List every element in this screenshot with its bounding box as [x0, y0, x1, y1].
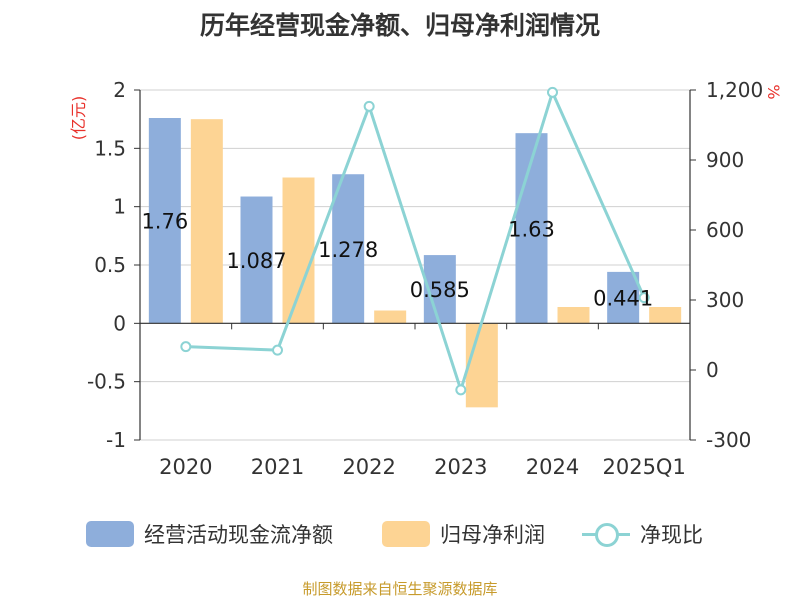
left-axis-tick-label: 1.5 [94, 136, 126, 160]
ocf-bar [607, 271, 640, 324]
gridlines [140, 89, 690, 441]
legend-label-ocf: 经营活动现金流净额 [144, 523, 333, 547]
ocf-data-label: 1.087 [226, 249, 286, 273]
x-axis-tick-label: 2021 [251, 455, 304, 479]
ocf-bar [332, 174, 365, 324]
ratio-point [638, 292, 650, 304]
legend-line-marker-icon [582, 521, 630, 547]
left-axis-tick-label: -0.5 [87, 370, 126, 394]
ocf-data-label: 0.441 [593, 287, 653, 311]
left-axis-tick-label: 0.5 [94, 253, 126, 277]
right-axis-tick-label: 1,200 [706, 78, 763, 102]
profit-bar [557, 307, 590, 324]
left-axis-unit-label: (亿元) [69, 96, 88, 141]
ratio-line [185, 90, 646, 392]
right-axis-tick-label: 0 [706, 358, 719, 382]
right-axis-tick-label: 900 [706, 148, 744, 172]
legend-swatch-profit [382, 521, 430, 547]
left-axis-tick-label: 0 [113, 311, 126, 335]
ocf-data-label: 0.585 [410, 278, 470, 302]
axes: 2 1.5 1 0.5 0 -0.5 -1 1,200 900 600 300 0 -300 2020 20… [87, 78, 763, 479]
x-axis-tick-label: 2025Q1 [602, 455, 685, 479]
ocf-bar [148, 118, 181, 324]
x-axis-tick-label: 2024 [526, 455, 579, 479]
legend: 经营活动现金流净额 归母净利润 净现比 [0, 514, 800, 554]
legend-item-ratio[interactable]: 净现比 [582, 520, 703, 548]
left-axis-tick-label: 2 [113, 78, 126, 102]
profit-bar [282, 177, 315, 324]
ocf-data-label: 1.76 [141, 210, 188, 234]
legend-item-ocf[interactable]: 经营活动现金流净额 [86, 520, 333, 548]
ratio-point [455, 384, 467, 396]
profit-bar [190, 119, 223, 324]
chart-title: 历年经营现金净额、归母净利润情况 [199, 11, 600, 40]
chart-canvas: 2 1.5 1 0.5 0 -0.5 -1 1,200 900 600 300 0 -300 2020 20… [69, 78, 783, 479]
right-axis-tick-label: 300 [706, 288, 744, 312]
legend-label-ratio: 净现比 [640, 523, 703, 547]
right-axis-tick-label: -300 [706, 428, 751, 452]
data-labels: 1.76 1.087 1.278 0.585 1.63 0.441 [141, 210, 653, 311]
ocf-data-label: 1.278 [318, 238, 378, 262]
ratio-line-series [180, 86, 650, 396]
profit-bar [465, 323, 498, 408]
profit-bar [649, 307, 682, 324]
ocf-data-label: 1.63 [508, 217, 555, 241]
profit-bar [374, 310, 407, 324]
ocf-bar [240, 196, 273, 324]
data-source-note: 制图数据来自恒生聚源数据库 [302, 580, 498, 598]
x-axis-tick-label: 2023 [434, 455, 487, 479]
ratio-point [180, 341, 192, 353]
legend-item-profit[interactable]: 归母净利润 [382, 520, 545, 548]
left-axis-tick-label: 1 [113, 195, 126, 219]
x-axis-tick-label: 2022 [342, 455, 395, 479]
ratio-point [547, 86, 558, 98]
left-axis-tick-label: -1 [106, 428, 126, 452]
legend-label-profit: 归母净利润 [440, 523, 545, 547]
bar-series [148, 118, 682, 408]
legend-swatch-ocf [86, 521, 134, 547]
right-axis-unit-label: % [764, 84, 783, 99]
ratio-point [272, 344, 283, 356]
x-axis-tick-label: 2020 [159, 455, 212, 479]
right-axis-tick-label: 600 [706, 218, 744, 242]
ratio-point [363, 100, 375, 112]
